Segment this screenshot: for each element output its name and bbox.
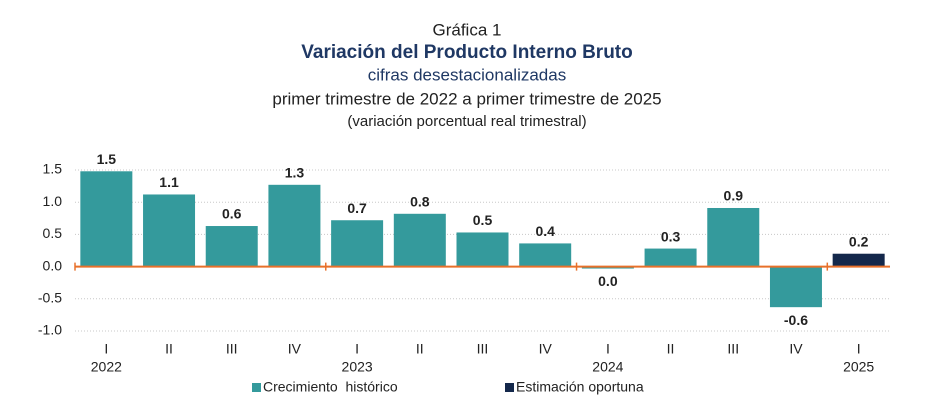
data-label: 0.0 [598, 273, 618, 289]
data-label: 0.2 [849, 233, 869, 249]
bar [707, 207, 760, 267]
chart-period: primer trimestre de 2022 a primer trimes… [272, 89, 661, 108]
x-tick-label: I [857, 341, 861, 357]
x-tick-label: II [165, 341, 173, 357]
y-tick-label: 1.0 [43, 193, 63, 209]
data-label: -0.6 [784, 312, 808, 328]
y-tick-label: 0.5 [43, 225, 63, 241]
x-tick-label: III [226, 341, 238, 357]
data-label: 0.5 [473, 212, 493, 228]
legend-swatch [505, 383, 514, 392]
bar [644, 248, 697, 267]
x-tick-label: II [667, 341, 675, 357]
x-tick-label: III [477, 341, 489, 357]
bar [519, 243, 572, 267]
bar [769, 266, 822, 308]
x-tick-label: III [727, 341, 739, 357]
chart-subtitle: cifras desestacionalizadas [368, 65, 566, 84]
bar [143, 194, 196, 267]
chart-units: (variación porcentual real trimestral) [347, 113, 586, 130]
bar [80, 171, 133, 267]
y-tick-label: 1.5 [43, 161, 63, 177]
y-tick-label: 0.0 [43, 257, 63, 273]
x-tick-label: IV [789, 341, 803, 357]
y-tick-label: -0.5 [38, 290, 62, 306]
data-label: 0.3 [661, 228, 681, 244]
group-label: 2024 [592, 359, 623, 375]
bar [331, 220, 384, 267]
bar [456, 232, 509, 267]
x-tick-label: I [606, 341, 610, 357]
legend-label: Estimación oportuna [516, 379, 644, 395]
y-tick-label: -1.0 [38, 322, 62, 338]
x-tick-label: I [355, 341, 359, 357]
bar [832, 253, 885, 267]
bar [268, 184, 321, 267]
data-label: 1.3 [285, 165, 305, 181]
chart-title: Variación del Producto Interno Bruto [301, 42, 632, 63]
data-label: 0.7 [347, 200, 367, 216]
data-label: 1.1 [159, 174, 179, 190]
group-label: 2023 [342, 359, 373, 375]
data-label: 0.8 [410, 193, 430, 209]
data-label: 1.5 [97, 151, 117, 167]
data-label: 0.9 [724, 188, 744, 204]
x-tick-label: II [416, 341, 424, 357]
data-label: 0.6 [222, 206, 242, 222]
group-label: 2022 [91, 359, 122, 375]
bar [205, 226, 258, 267]
x-tick-label: I [104, 341, 108, 357]
group-label: 2025 [843, 359, 874, 375]
bar [393, 213, 446, 267]
data-label: 0.4 [535, 223, 555, 239]
x-tick-label: IV [288, 341, 302, 357]
chart-label: Gráfica 1 [433, 20, 502, 39]
x-tick-label: IV [539, 341, 553, 357]
legend-swatch [252, 383, 261, 392]
legend-label: Crecimiento histórico [263, 379, 398, 395]
